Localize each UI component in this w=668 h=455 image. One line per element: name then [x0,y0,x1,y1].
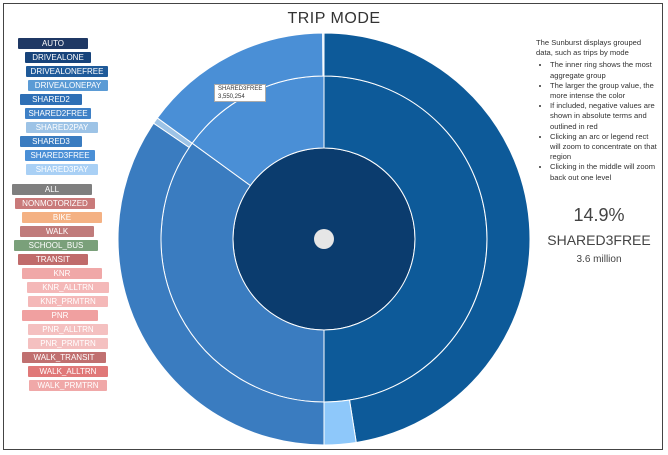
center-zoom-out-button[interactable] [314,229,334,249]
chart-frame [3,3,663,450]
legend-item-shared3free[interactable]: SHARED3FREE [25,150,95,161]
selection-percent: 14.9% [573,205,625,225]
legend-item-nonmotorized[interactable]: NONMOTORIZED [15,198,95,209]
legend-item-walk-alltrn[interactable]: WALK_ALLTRN [28,366,108,377]
legend-item-walk[interactable]: WALK [20,226,94,237]
legend-item-bike[interactable]: BIKE [22,212,102,223]
legend-item-transit[interactable]: TRANSIT [18,254,88,265]
legend-item-walk-prmtrn[interactable]: WALK_PRMTRN [29,380,107,391]
tooltip-value: 3,550,254 [218,94,245,100]
legend-item-pnr-prmtrn[interactable]: PNR_PRMTRN [28,338,108,349]
selection-summary: 14.9% SHARED3FREE 3.6 million [534,205,664,265]
legend-item-shared3[interactable]: SHARED3 [20,136,82,147]
legend-item-shared3pay[interactable]: SHARED3PAY [26,164,98,175]
arc-shared3pay[interactable] [322,32,325,77]
legend-item-shared2free[interactable]: SHARED2FREE [25,108,91,119]
tooltip: SHARED3FREE 3,550,254 [214,84,267,102]
legend-item-drivealone[interactable]: DRIVEALONE [25,52,91,63]
legend-item-shared2pay[interactable]: SHARED2PAY [26,122,98,133]
arc-drivealonefree[interactable] [323,32,531,444]
legend-item-all[interactable]: ALL [12,184,92,195]
legend-item-auto[interactable]: AUTO [18,38,88,49]
legend-item-shared2[interactable]: SHARED2 [20,94,82,105]
info-bullet: Clicking an arc or legend rect will zoom… [550,132,660,163]
legend-item-knr-alltrn[interactable]: KNR_ALLTRN [27,282,109,293]
info-bullet: The inner ring shows the most aggregate … [550,60,660,80]
info-bullet: The larger the group value, the more int… [550,81,660,101]
chart-title: TRIP MODE [287,10,381,27]
info-panel: The Sunburst displays grouped data, such… [536,38,660,183]
info-bullet: If included, negative values are shown i… [550,101,660,132]
tooltip-label: SHARED3FREE [218,86,263,92]
legend-item-knr[interactable]: KNR [22,268,102,279]
legend-item-knr-prmtrn[interactable]: KNR_PRMTRN [28,296,108,307]
selection-value: 3.6 million [576,254,622,265]
legend-item-school-bus[interactable]: SCHOOL_BUS [14,240,98,251]
info-list: The inner ring shows the most aggregate … [536,60,660,182]
selection-label: SHARED3FREE [547,232,651,248]
info-intro: The Sunburst displays grouped data, such… [536,38,642,58]
legend-item-pnr[interactable]: PNR [22,310,98,321]
info-bullet: Clicking in the middle will zoom back ou… [550,162,660,182]
legend-item-drivealonefree[interactable]: DRIVEALONEFREE [26,66,108,77]
legend-item-drivealonepay[interactable]: DRIVEALONEPAY [28,80,108,91]
legend-item-pnr-alltrn[interactable]: PNR_ALLTRN [28,324,108,335]
legend-item-walk-transit[interactable]: WALK_TRANSIT [22,352,106,363]
